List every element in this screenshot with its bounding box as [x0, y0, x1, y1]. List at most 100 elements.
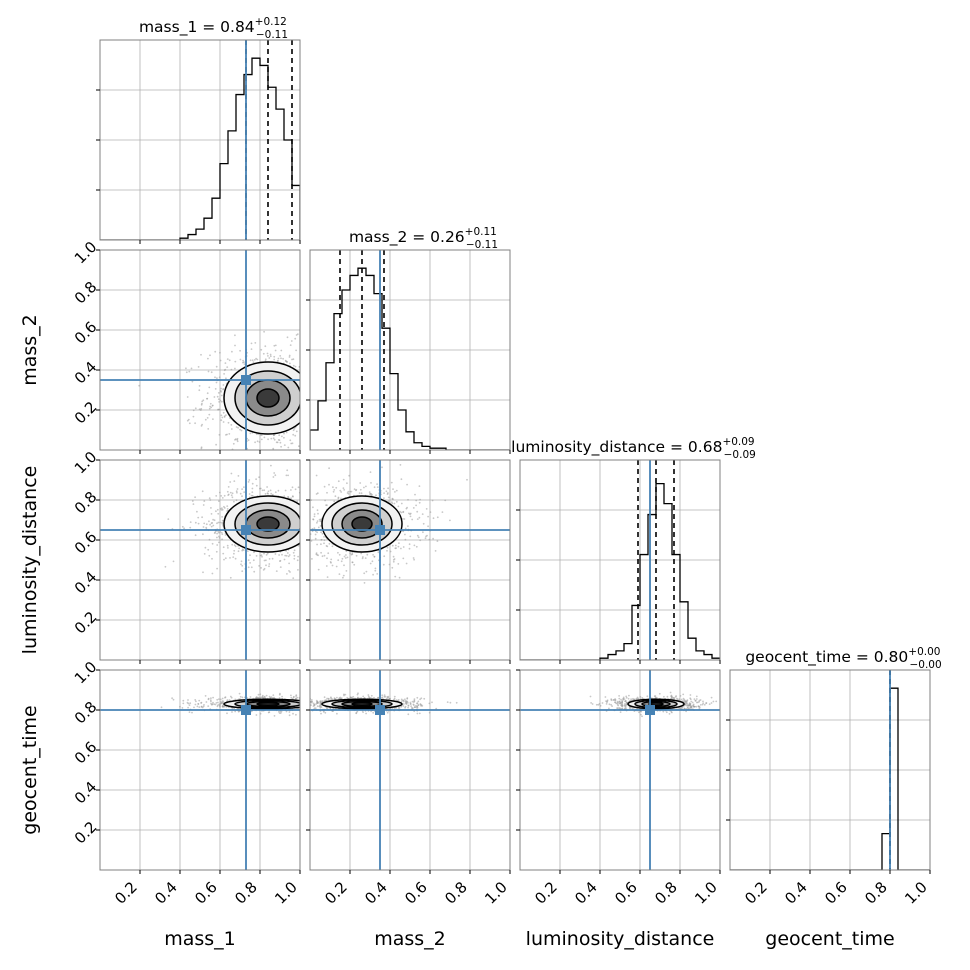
y-tick-label: 1.0 — [71, 238, 101, 268]
contour-line — [627, 698, 685, 710]
title-mass_2: mass_2 = 0.26+0.11 −0.11 — [349, 226, 498, 251]
contour-line — [321, 698, 403, 710]
panel-luminosity_distance-geocent_time — [519, 669, 721, 871]
x-axis-label: luminosity_distance — [526, 928, 715, 950]
truth-marker — [241, 705, 251, 715]
contour-line — [223, 495, 300, 553]
y-tick-label: 1.0 — [71, 448, 101, 478]
y-tick-label: 0.4 — [71, 358, 101, 388]
contour-line — [331, 699, 393, 709]
histogram-mass_1 — [100, 57, 300, 240]
contour-line — [223, 361, 300, 435]
density-contours — [321, 495, 403, 553]
panel-background — [310, 460, 510, 660]
contour-line — [341, 509, 383, 539]
x-tick-label: 0.6 — [401, 878, 431, 908]
histogram-luminosity_distance — [520, 482, 720, 660]
panel-mass_2-luminosity_distance — [309, 459, 511, 661]
contour-line — [234, 699, 300, 709]
x-tick-label: 1.0 — [271, 878, 301, 908]
contour-line — [341, 700, 383, 708]
panel-geocent_time-geocent_time — [729, 669, 931, 871]
density-contours — [627, 698, 685, 710]
x-tick-label: 0.6 — [191, 878, 221, 908]
contour-line — [234, 370, 300, 426]
y-axis-label: luminosity_distance — [19, 466, 41, 655]
contour-line — [634, 699, 678, 709]
contour-line — [641, 700, 671, 708]
x-tick-label: 0.8 — [651, 878, 681, 908]
panel-frame — [519, 669, 721, 871]
y-tick-label: 0.6 — [71, 738, 101, 768]
panel-frame — [99, 459, 301, 661]
panel-mass_1-mass_1 — [99, 39, 301, 241]
x-tick-label: 0.4 — [571, 878, 601, 908]
x-axis-label: geocent_time — [765, 928, 894, 950]
y-tick-label: 0.2 — [71, 398, 101, 428]
x-axis-label: mass_1 — [164, 928, 236, 950]
x-tick-label: 0.6 — [611, 878, 641, 908]
title-luminosity_distance: luminosity_distance = 0.68+0.09 −0.09 — [511, 436, 756, 461]
contour-line — [351, 516, 373, 532]
x-tick-label: 0.2 — [741, 878, 771, 908]
y-axis-label: geocent_time — [19, 705, 41, 834]
x-axis-label: mass_2 — [374, 928, 446, 950]
panel-mass_1-geocent_time — [99, 669, 301, 871]
x-tick-label: 0.2 — [531, 878, 561, 908]
truth-marker — [241, 375, 251, 385]
title-mass_1: mass_1 = 0.84+0.12 −0.11 — [139, 16, 288, 41]
y-tick-label: 0.8 — [71, 488, 101, 518]
truth-marker — [375, 705, 385, 715]
y-tick-label: 0.2 — [71, 818, 101, 848]
title-geocent_time: geocent_time = 0.80+0.00 −0.00 — [745, 646, 941, 671]
x-tick-label: 1.0 — [901, 878, 931, 908]
panel-background — [520, 670, 720, 870]
contour-line — [223, 698, 300, 710]
panel-frame — [99, 669, 301, 871]
panel-mass_1-luminosity_distance — [99, 459, 301, 661]
x-tick-label: 0.2 — [321, 878, 351, 908]
contour-line — [351, 702, 373, 706]
y-axis-label: mass_2 — [19, 314, 41, 386]
y-tick-label: 0.6 — [71, 318, 101, 348]
contour-line — [331, 502, 393, 546]
density-contours — [223, 698, 300, 710]
density-contours — [321, 698, 403, 710]
contour-line — [234, 502, 300, 546]
panel-mass_1-mass_2 — [99, 249, 301, 451]
y-tick-label: 0.8 — [71, 698, 101, 728]
y-tick-label: 0.8 — [71, 278, 101, 308]
density-contours — [223, 495, 300, 553]
density-fill — [257, 389, 279, 407]
truth-marker — [645, 705, 655, 715]
y-tick-label: 0.4 — [71, 568, 101, 598]
panel-frame — [99, 249, 301, 451]
contour-line — [256, 702, 280, 706]
x-tick-label: 0.4 — [151, 878, 181, 908]
x-tick-label: 0.8 — [441, 878, 471, 908]
x-tick-label: 0.8 — [231, 878, 261, 908]
y-tick-label: 0.6 — [71, 528, 101, 558]
x-tick-label: 1.0 — [691, 878, 721, 908]
x-tick-label: 0.4 — [361, 878, 391, 908]
y-tick-label: 0.4 — [71, 778, 101, 808]
panel-luminosity_distance-luminosity_distance — [519, 459, 721, 661]
x-tick-label: 0.4 — [781, 878, 811, 908]
contour-line — [648, 702, 664, 706]
histogram-mass_2 — [310, 267, 510, 450]
density-fill — [352, 517, 372, 531]
histogram-geocent_time — [730, 687, 930, 870]
panel-frame — [309, 669, 511, 871]
x-tick-label: 0.6 — [821, 878, 851, 908]
x-tick-label: 0.8 — [861, 878, 891, 908]
truth-marker — [241, 525, 251, 535]
density-contours — [223, 361, 300, 435]
x-tick-label: 1.0 — [481, 878, 511, 908]
contour-line — [256, 388, 280, 408]
panel-frame — [309, 459, 511, 661]
contour-line — [321, 495, 403, 553]
x-tick-label: 0.2 — [111, 878, 141, 908]
y-tick-label: 1.0 — [71, 658, 101, 688]
panel-mass_2-mass_2 — [309, 249, 511, 451]
